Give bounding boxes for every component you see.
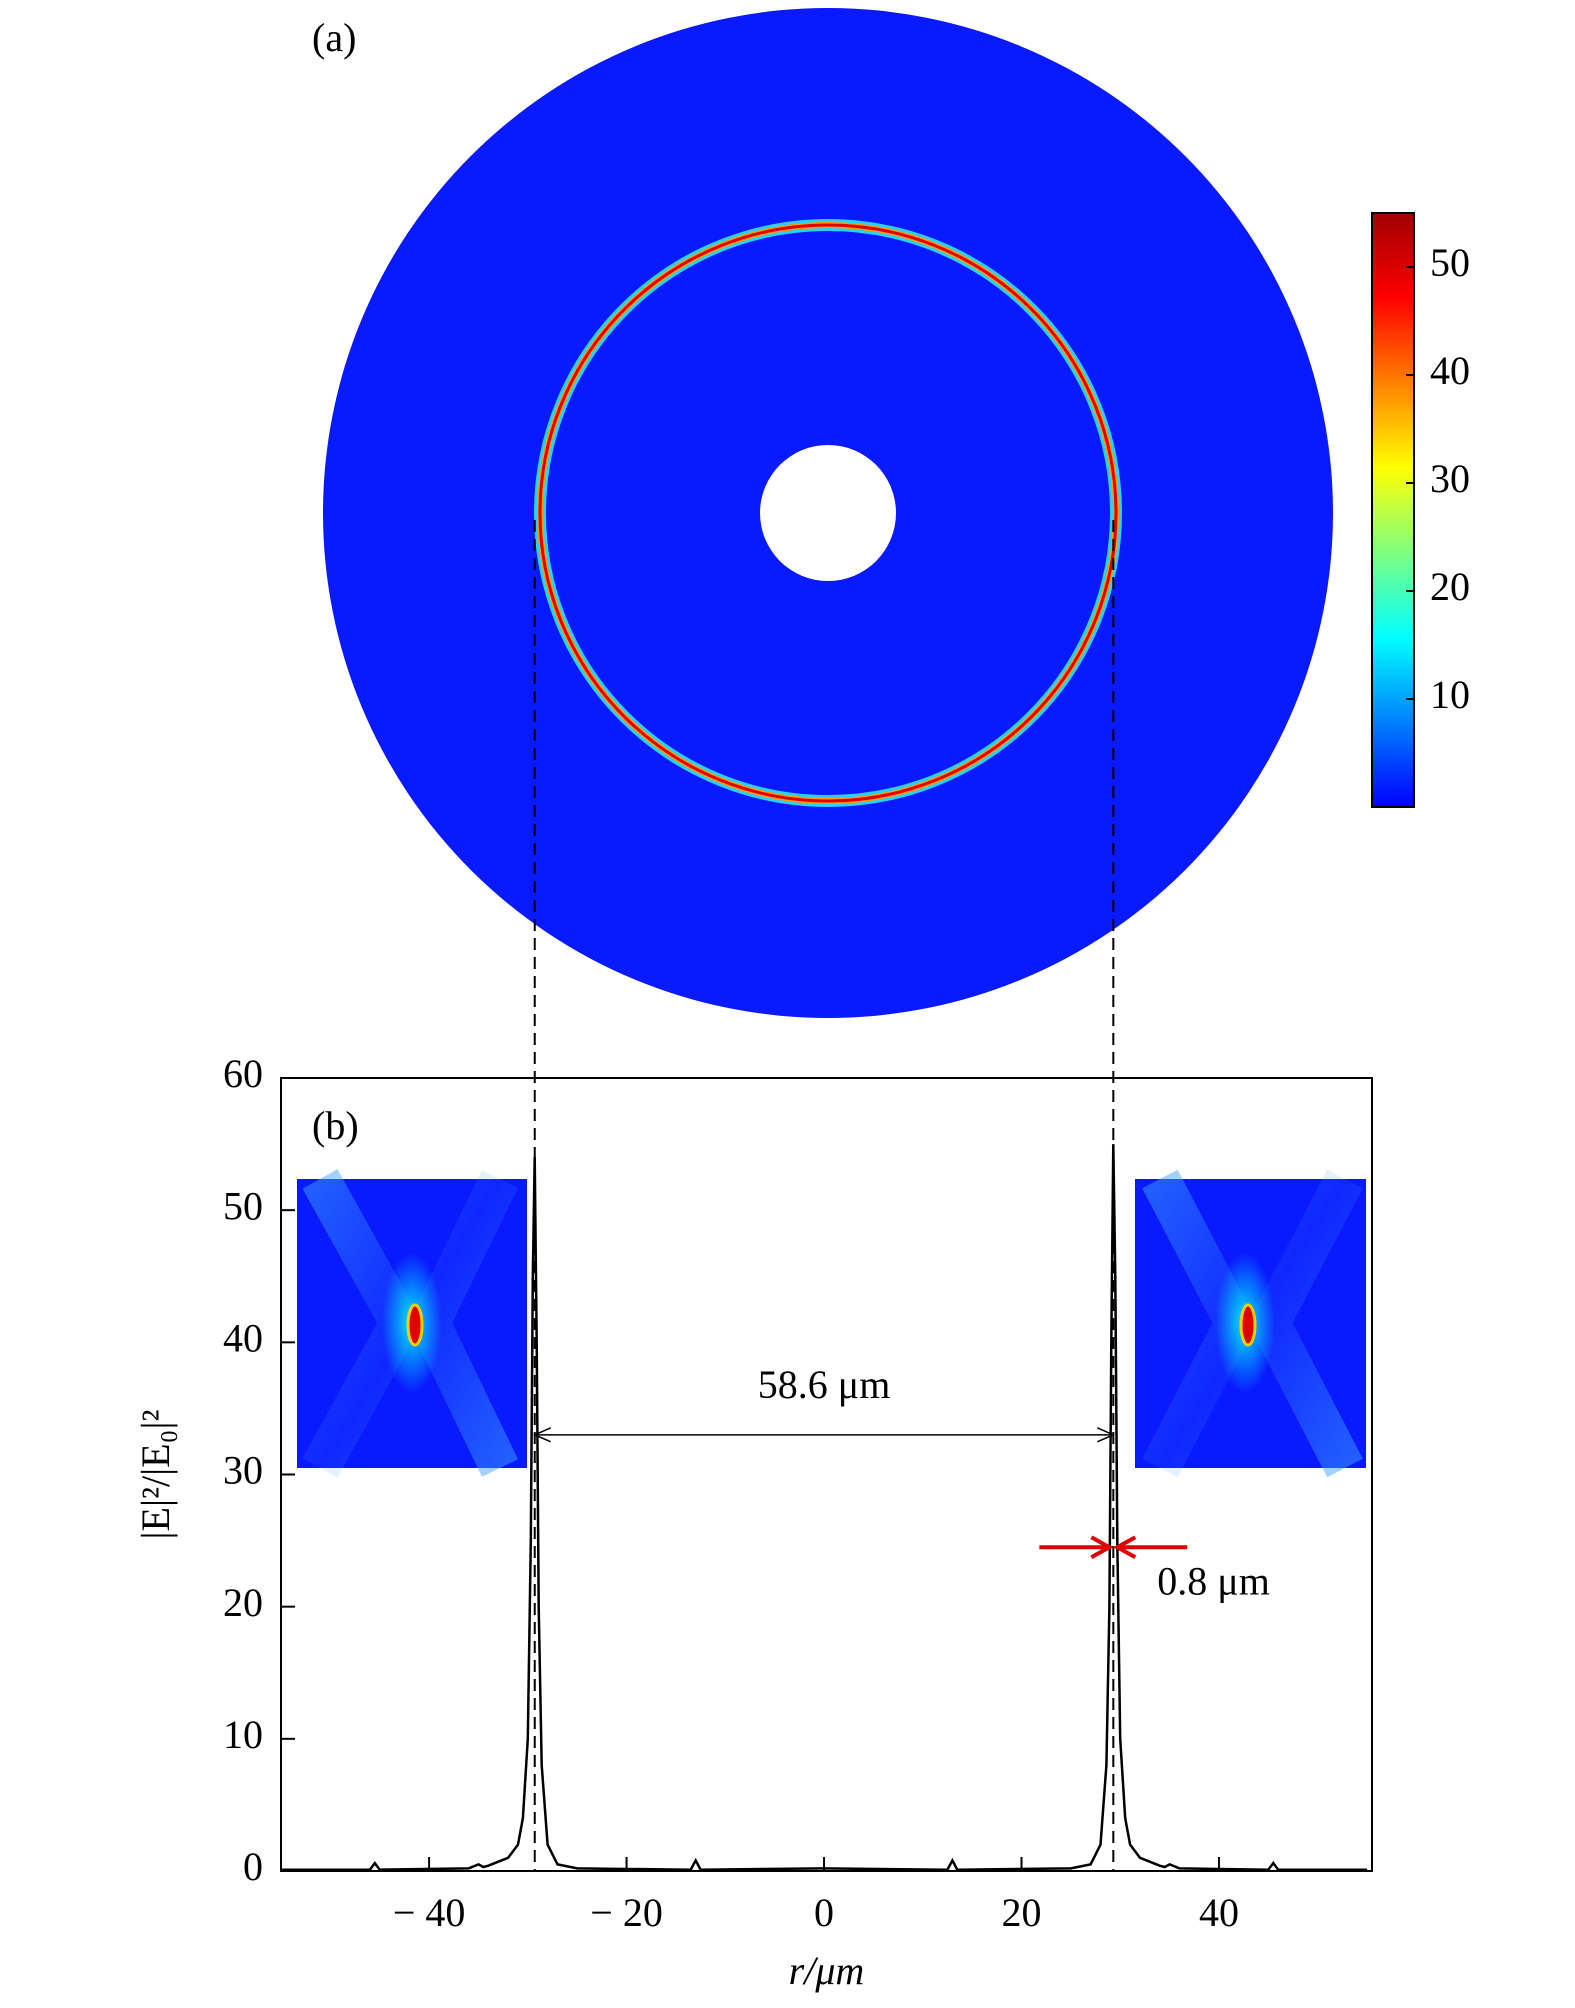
x-tick-label: − 20 [590, 1890, 663, 1935]
colorbar-tick-label: 10 [1430, 672, 1470, 717]
inset-right [1135, 1169, 1366, 1478]
y-tick-label: 0 [243, 1844, 263, 1889]
y-tick-label: 40 [223, 1316, 263, 1361]
x-tick-label: − 40 [393, 1890, 466, 1935]
y-tick-label: 10 [223, 1712, 263, 1757]
colorbar-tick-label: 30 [1430, 456, 1470, 501]
y-tick-label: 30 [223, 1448, 263, 1493]
panel-a: (a) [312, 8, 1333, 1018]
panel-label: (a) [312, 15, 356, 60]
colorbar-tick-label: 20 [1430, 564, 1470, 609]
y-tick-label: 20 [223, 1580, 263, 1625]
colorbar-tick-label: 50 [1430, 240, 1470, 285]
arrow-head [1090, 1535, 1114, 1559]
hole [760, 445, 896, 581]
inset-focus [406, 1303, 424, 1347]
x-tick-label: 0 [814, 1890, 834, 1935]
profile-line [281, 1144, 1368, 1871]
inset-left [297, 1169, 527, 1478]
arrow-head [1097, 1427, 1116, 1443]
ring [538, 223, 1118, 803]
arrow-head [1113, 1535, 1137, 1559]
y-axis-label: |E|²/|E₀|² [133, 1410, 178, 1540]
x-axis-label: r/μm [789, 1948, 865, 1993]
x-tick-label: 40 [1199, 1890, 1239, 1935]
width-label: 0.8 μm [1157, 1558, 1270, 1603]
insets [297, 1169, 1366, 1478]
arrow-head [532, 1427, 552, 1443]
y-tick-label: 60 [223, 1051, 263, 1096]
inset-focus [1239, 1303, 1257, 1347]
y-tick-label: 50 [223, 1183, 263, 1228]
panel-label: (b) [312, 1103, 359, 1148]
spacing-label: 58.6 μm [758, 1362, 891, 1407]
x-tick-label: 20 [1001, 1890, 1041, 1935]
colorbar [1371, 212, 1415, 808]
colorbar-tick-label: 40 [1430, 348, 1470, 393]
